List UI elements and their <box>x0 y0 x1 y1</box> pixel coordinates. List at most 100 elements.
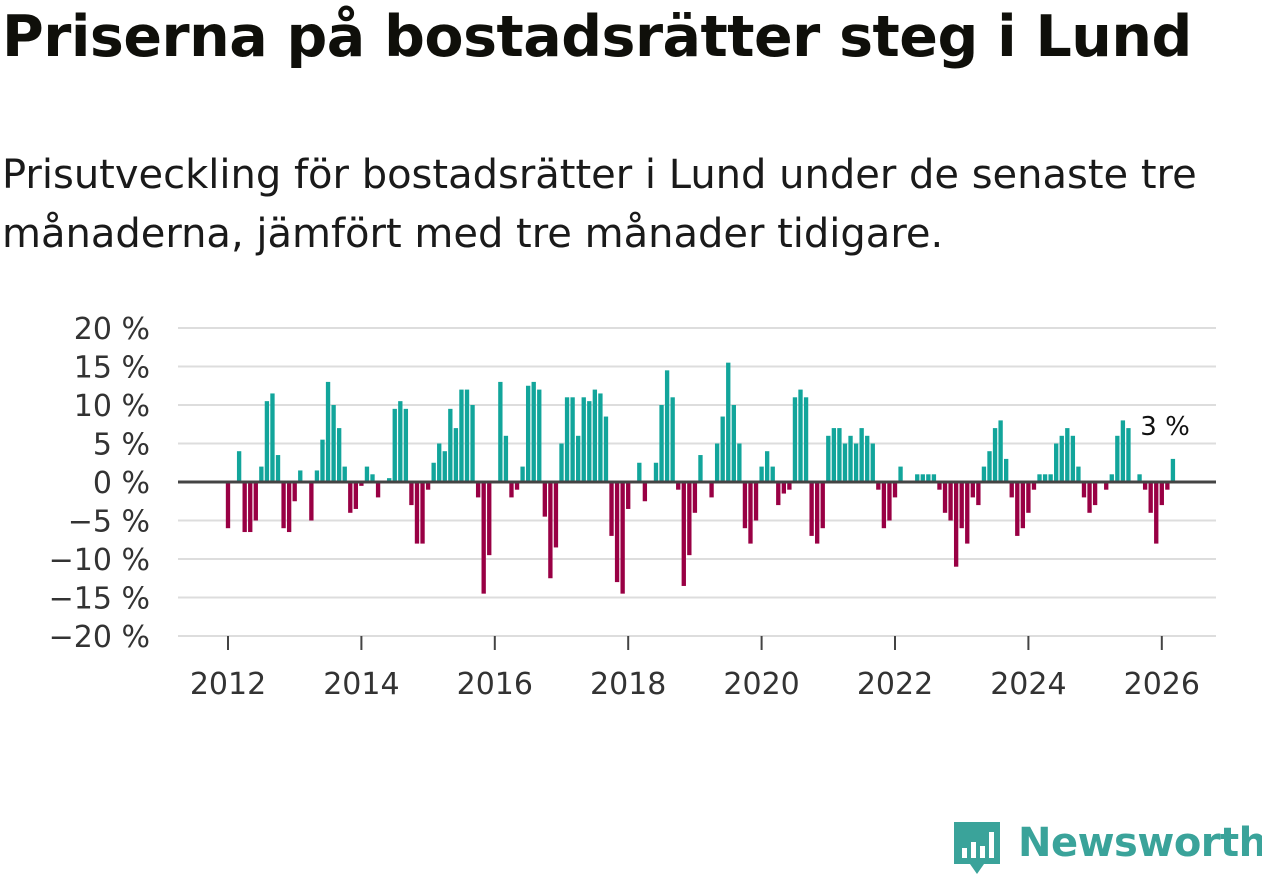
bar <box>953 482 959 567</box>
x-tick-label: 2026 <box>1124 667 1200 702</box>
bar <box>264 401 270 482</box>
bar <box>981 466 987 482</box>
bar <box>342 466 347 482</box>
bar <box>826 435 831 482</box>
bar <box>726 362 731 482</box>
x-tick-label: 2012 <box>190 667 266 702</box>
bar <box>548 482 553 579</box>
x-tick-label: 2014 <box>323 667 399 702</box>
bar <box>503 435 509 482</box>
bar <box>659 405 664 482</box>
bar <box>731 405 736 482</box>
x-axis: 2012 2014 2016 2018 2020 2022 2024 2026 <box>190 636 1200 702</box>
bar <box>520 466 525 482</box>
bar <box>1054 443 1059 482</box>
bar <box>998 420 1003 482</box>
bar <box>948 482 953 521</box>
x-tick-label: 2022 <box>857 667 933 702</box>
y-tick-label: −5 % <box>68 505 150 540</box>
bar <box>1092 482 1098 506</box>
bar <box>937 482 942 490</box>
bar <box>676 482 681 490</box>
bar <box>892 482 898 498</box>
y-tick-label: 15 % <box>74 351 150 386</box>
bar <box>781 482 787 494</box>
bar <box>286 482 292 533</box>
bar <box>842 443 848 482</box>
bar <box>831 428 837 482</box>
bar <box>603 416 609 482</box>
bar <box>459 389 464 482</box>
bar <box>403 408 409 482</box>
bar <box>587 401 592 482</box>
bar <box>1154 482 1159 544</box>
bar <box>514 482 520 490</box>
bar <box>375 482 381 498</box>
bar <box>320 439 325 482</box>
bar <box>748 482 753 544</box>
bar <box>253 482 258 521</box>
y-tick-label: 10 % <box>74 389 150 424</box>
bar <box>420 482 425 544</box>
bar <box>598 393 603 482</box>
bar <box>453 428 459 482</box>
y-tick-label: 0 % <box>93 466 150 501</box>
newsworthy-logo-text: Newsworthy <box>1018 820 1262 866</box>
bar <box>581 397 586 482</box>
bar <box>1003 458 1009 482</box>
data-label: 3 % <box>1140 412 1190 442</box>
bar <box>792 397 798 482</box>
bar <box>259 466 264 482</box>
bar <box>1037 474 1042 482</box>
bar <box>664 370 670 482</box>
bar <box>1165 482 1170 490</box>
bar <box>926 474 931 482</box>
bar <box>348 482 353 513</box>
chart-subtitle: Prisutveckling för bostadsrätter i Lund … <box>2 152 1197 257</box>
bar <box>1015 482 1020 536</box>
bar <box>1009 482 1014 498</box>
bar <box>448 408 453 482</box>
bar <box>1142 482 1148 490</box>
bar <box>803 397 809 482</box>
bar <box>837 428 842 482</box>
bar <box>987 451 992 482</box>
bar <box>1159 482 1164 506</box>
bar <box>1148 482 1153 513</box>
bar <box>753 482 759 521</box>
x-tick-label: 2018 <box>590 667 666 702</box>
bar <box>425 482 431 490</box>
y-tick-label: −15 % <box>49 582 150 617</box>
bar <box>653 462 659 482</box>
bar <box>498 381 503 482</box>
bar <box>242 482 247 533</box>
bar <box>992 428 998 482</box>
bar <box>1026 482 1031 513</box>
bar <box>325 381 331 482</box>
bar <box>1081 482 1087 498</box>
bar <box>1109 474 1114 482</box>
bar <box>776 482 781 506</box>
bar <box>387 478 392 482</box>
bar <box>1120 420 1126 482</box>
bar <box>614 482 620 583</box>
bar <box>787 482 792 490</box>
bar <box>898 466 903 482</box>
bar <box>759 466 764 482</box>
bar <box>742 482 748 529</box>
bar <box>576 435 581 482</box>
chart-title: Priserna på bostadsrätter steg i Lund <box>2 4 1192 70</box>
bar <box>687 482 692 556</box>
bar <box>553 482 559 548</box>
bar <box>798 389 803 482</box>
bar <box>481 482 486 594</box>
bar <box>1126 428 1131 482</box>
bar <box>1137 474 1142 482</box>
x-tick-label: 2016 <box>457 667 533 702</box>
bar <box>592 389 598 482</box>
bar <box>670 397 675 482</box>
bar <box>959 482 964 529</box>
bar <box>709 482 714 498</box>
bar <box>770 466 775 482</box>
bar <box>1076 466 1081 482</box>
